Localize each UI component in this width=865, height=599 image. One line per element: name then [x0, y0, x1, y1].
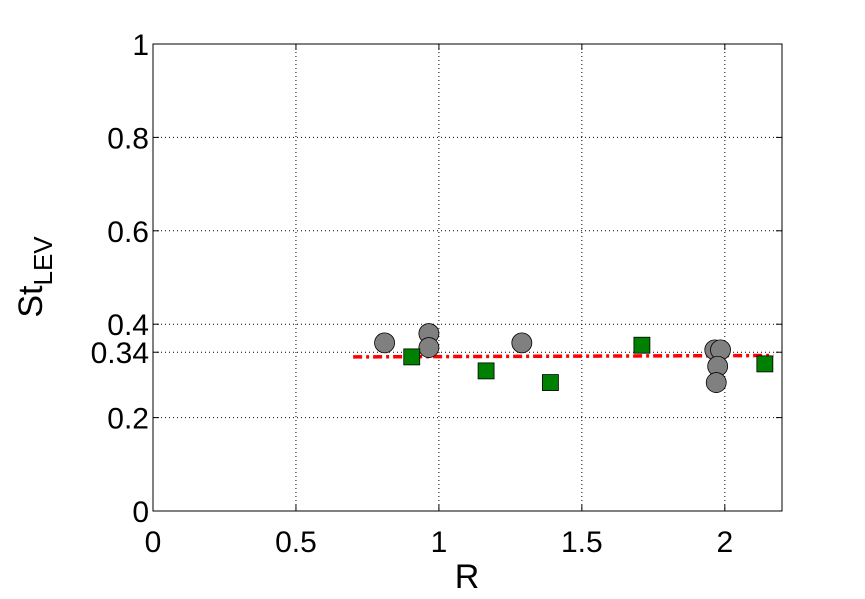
x-tick-label: 2 [716, 526, 733, 559]
plot-frame [152, 43, 783, 512]
y-tick-label: 1 [132, 29, 149, 62]
x-tick-label: 1 [431, 526, 448, 559]
tick-labels: 0 0.5 1 1.5 2 0 0.2 0.340.4 0.6 0.8 1 [91, 29, 734, 559]
y-axis-label-main: St [12, 285, 50, 318]
y-tick-label: 0.34 [91, 337, 149, 370]
axis-ticks [152, 43, 782, 512]
y-tick-label: 0.6 [107, 216, 149, 249]
x-tick-label: 1.5 [561, 526, 603, 559]
square-point [756, 355, 774, 373]
y-tick-label: 0.2 [107, 403, 149, 436]
grid-lines [153, 44, 782, 511]
y-axis-label: StLEV [12, 236, 58, 318]
y-tick-label: 0.4 [107, 309, 149, 342]
y-tick-label: 0.8 [107, 122, 149, 155]
data-points [374, 323, 774, 393]
x-tick-label: 0.5 [275, 526, 317, 559]
x-tick-label: 0 [145, 526, 162, 559]
square-point [477, 362, 495, 380]
y-tick-label: 0 [132, 496, 149, 529]
x-axis-label: R [455, 558, 480, 596]
circle-point [511, 332, 533, 354]
y-axis-label-subscript: LEV [28, 236, 58, 286]
circle-point [418, 337, 440, 358]
plot-area [153, 44, 782, 511]
square-point [633, 336, 651, 354]
circle-point [705, 372, 727, 393]
square-point [542, 374, 559, 391]
circle-point [374, 332, 395, 354]
square-point [403, 348, 421, 366]
